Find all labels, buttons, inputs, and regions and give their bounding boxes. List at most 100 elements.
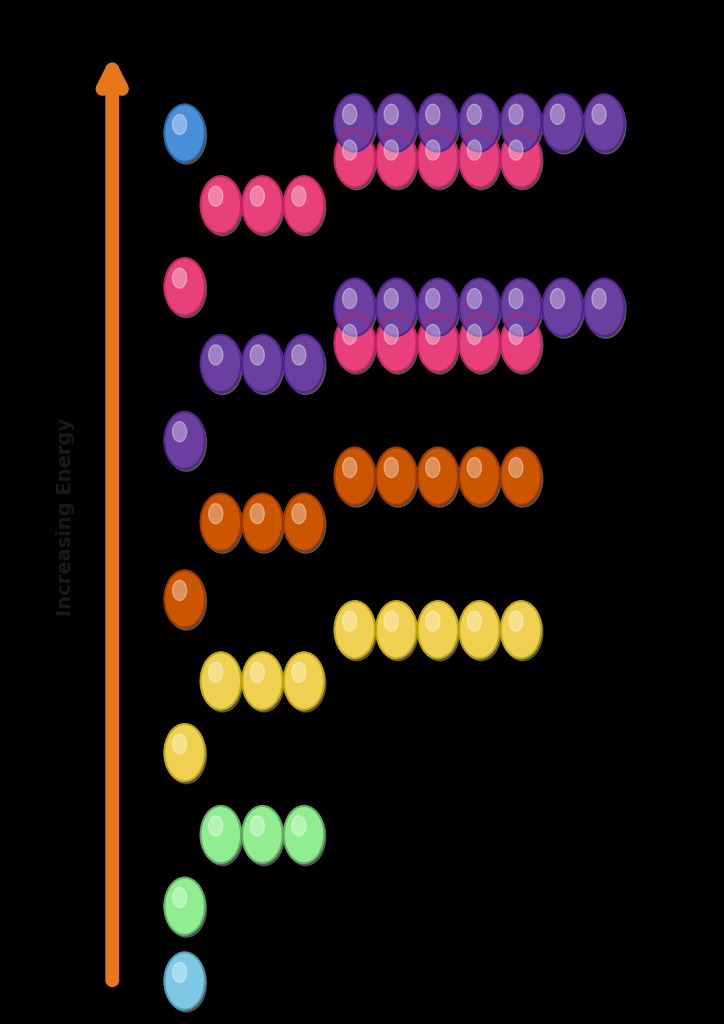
Circle shape — [336, 281, 376, 338]
Circle shape — [292, 345, 306, 365]
Circle shape — [209, 345, 223, 365]
Circle shape — [284, 806, 324, 863]
Circle shape — [201, 176, 241, 233]
Circle shape — [419, 96, 460, 154]
Circle shape — [460, 603, 501, 660]
Circle shape — [172, 115, 187, 134]
Circle shape — [242, 494, 282, 551]
Circle shape — [502, 450, 543, 507]
Circle shape — [164, 570, 205, 628]
Circle shape — [251, 663, 264, 682]
Circle shape — [244, 178, 285, 236]
Circle shape — [544, 96, 584, 154]
Circle shape — [419, 132, 460, 189]
Circle shape — [509, 458, 523, 477]
Circle shape — [460, 132, 501, 189]
Circle shape — [426, 611, 440, 631]
Circle shape — [244, 808, 285, 865]
Circle shape — [460, 450, 501, 507]
Circle shape — [467, 458, 481, 477]
Circle shape — [244, 654, 285, 712]
Circle shape — [459, 601, 500, 658]
Circle shape — [251, 504, 264, 523]
Circle shape — [418, 279, 458, 336]
Circle shape — [202, 808, 243, 865]
Circle shape — [336, 450, 376, 507]
Circle shape — [172, 734, 187, 754]
Circle shape — [378, 450, 418, 507]
Circle shape — [284, 176, 324, 233]
Circle shape — [342, 104, 357, 124]
Circle shape — [292, 663, 306, 682]
Circle shape — [501, 130, 542, 187]
Circle shape — [209, 816, 223, 836]
Circle shape — [501, 314, 542, 372]
Circle shape — [376, 447, 416, 505]
Circle shape — [550, 104, 565, 124]
Circle shape — [242, 806, 282, 863]
Circle shape — [202, 496, 243, 553]
Circle shape — [502, 132, 543, 189]
Circle shape — [419, 603, 460, 660]
Circle shape — [544, 281, 584, 338]
Circle shape — [378, 132, 418, 189]
Circle shape — [292, 186, 306, 206]
Circle shape — [419, 316, 460, 374]
Circle shape — [376, 601, 416, 658]
Circle shape — [251, 345, 264, 365]
Circle shape — [166, 726, 206, 783]
Circle shape — [467, 325, 481, 344]
Circle shape — [336, 316, 376, 374]
Circle shape — [459, 314, 500, 372]
Circle shape — [172, 888, 187, 907]
Circle shape — [172, 422, 187, 441]
Circle shape — [418, 130, 458, 187]
Circle shape — [164, 952, 205, 1010]
Circle shape — [284, 652, 324, 710]
Circle shape — [502, 603, 543, 660]
Circle shape — [586, 281, 626, 338]
Circle shape — [342, 325, 357, 344]
Circle shape — [509, 104, 523, 124]
Circle shape — [378, 316, 418, 374]
Circle shape — [384, 458, 398, 477]
Circle shape — [242, 335, 282, 392]
Circle shape — [378, 603, 418, 660]
Circle shape — [292, 816, 306, 836]
Circle shape — [467, 140, 481, 160]
Circle shape — [336, 603, 376, 660]
Circle shape — [502, 281, 543, 338]
Circle shape — [542, 279, 583, 336]
Circle shape — [384, 140, 398, 160]
Circle shape — [164, 258, 205, 315]
Circle shape — [542, 94, 583, 152]
Circle shape — [460, 316, 501, 374]
Circle shape — [334, 279, 375, 336]
Circle shape — [467, 104, 481, 124]
Circle shape — [201, 335, 241, 392]
Circle shape — [418, 447, 458, 505]
Circle shape — [285, 496, 326, 553]
Circle shape — [244, 496, 285, 553]
Circle shape — [209, 504, 223, 523]
Circle shape — [501, 279, 542, 336]
Circle shape — [592, 289, 606, 308]
Circle shape — [172, 963, 187, 982]
Circle shape — [334, 601, 375, 658]
Circle shape — [202, 337, 243, 394]
Circle shape — [426, 458, 440, 477]
Circle shape — [501, 601, 542, 658]
Circle shape — [201, 652, 241, 710]
Circle shape — [342, 611, 357, 631]
Circle shape — [384, 104, 398, 124]
Circle shape — [201, 806, 241, 863]
Circle shape — [509, 289, 523, 308]
Circle shape — [502, 96, 543, 154]
Circle shape — [459, 94, 500, 152]
Circle shape — [164, 104, 205, 162]
Circle shape — [285, 808, 326, 865]
Circle shape — [336, 96, 376, 154]
Circle shape — [376, 130, 416, 187]
Circle shape — [460, 281, 501, 338]
Circle shape — [166, 414, 206, 471]
